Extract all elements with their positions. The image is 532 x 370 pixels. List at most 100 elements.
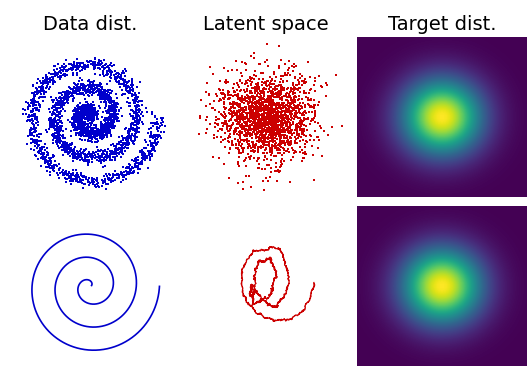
Point — [80, 174, 89, 180]
Point — [297, 117, 305, 123]
Point — [84, 127, 93, 133]
Point — [90, 107, 99, 113]
Point — [250, 142, 258, 148]
Point — [305, 102, 313, 108]
Point — [68, 176, 77, 182]
Point — [72, 63, 80, 69]
Point — [269, 125, 277, 131]
Point — [64, 91, 72, 97]
Point — [104, 126, 112, 132]
Point — [58, 120, 66, 126]
Point — [72, 119, 81, 125]
Point — [47, 124, 56, 130]
Point — [59, 169, 67, 175]
Point — [235, 95, 244, 101]
Point — [242, 98, 250, 104]
Point — [42, 73, 51, 78]
Point — [85, 179, 93, 185]
Point — [268, 151, 277, 157]
Point — [273, 117, 281, 123]
Point — [233, 100, 242, 106]
Point — [239, 116, 248, 122]
Point — [221, 118, 230, 124]
Point — [103, 122, 111, 128]
Point — [73, 88, 81, 94]
Point — [99, 134, 107, 140]
Point — [111, 108, 119, 114]
Point — [88, 175, 97, 181]
Point — [87, 107, 95, 113]
Point — [53, 74, 62, 80]
Point — [269, 109, 277, 115]
Point — [271, 119, 280, 125]
Point — [247, 85, 256, 91]
Point — [259, 105, 267, 111]
Point — [66, 153, 74, 159]
Point — [153, 126, 161, 132]
Point — [241, 114, 250, 120]
Point — [290, 98, 299, 104]
Point — [47, 121, 56, 127]
Point — [111, 112, 119, 118]
Point — [89, 91, 97, 97]
Point — [102, 122, 111, 128]
Point — [71, 178, 80, 184]
Point — [297, 131, 306, 137]
Point — [272, 119, 280, 125]
Point — [133, 84, 142, 90]
Point — [260, 105, 269, 111]
Point — [59, 64, 68, 70]
Point — [81, 110, 90, 116]
Point — [218, 90, 226, 96]
Point — [216, 87, 225, 93]
Point — [286, 114, 295, 120]
Point — [236, 115, 245, 121]
Point — [105, 68, 113, 74]
Point — [278, 119, 287, 125]
Point — [61, 169, 69, 175]
Point — [109, 171, 118, 177]
Point — [279, 115, 288, 121]
Point — [89, 129, 98, 135]
Point — [62, 89, 70, 95]
Point — [252, 105, 260, 111]
Point — [59, 142, 67, 148]
Point — [124, 79, 132, 85]
Point — [48, 110, 57, 115]
Point — [84, 116, 92, 122]
Point — [151, 136, 160, 142]
Point — [66, 66, 74, 72]
Point — [90, 61, 99, 67]
Point — [84, 106, 93, 112]
Point — [79, 124, 87, 130]
Point — [277, 138, 286, 144]
Point — [84, 110, 92, 115]
Point — [265, 121, 273, 127]
Point — [265, 145, 274, 151]
Point — [101, 154, 110, 160]
Point — [154, 125, 162, 131]
Point — [48, 71, 57, 77]
Point — [237, 122, 245, 128]
Point — [89, 110, 98, 115]
Point — [270, 126, 279, 132]
Point — [88, 88, 97, 94]
Point — [268, 136, 276, 142]
Point — [85, 109, 94, 115]
Point — [56, 99, 64, 105]
Point — [53, 125, 61, 131]
Point — [261, 97, 270, 102]
Point — [267, 123, 276, 129]
Point — [254, 139, 263, 145]
Point — [82, 124, 91, 130]
Point — [34, 90, 43, 95]
Point — [56, 98, 64, 104]
Point — [274, 113, 282, 119]
Point — [286, 110, 294, 116]
Point — [292, 104, 301, 110]
Point — [69, 155, 78, 161]
Point — [289, 116, 298, 122]
Point — [282, 127, 291, 132]
Point — [265, 130, 274, 135]
Point — [24, 114, 32, 120]
